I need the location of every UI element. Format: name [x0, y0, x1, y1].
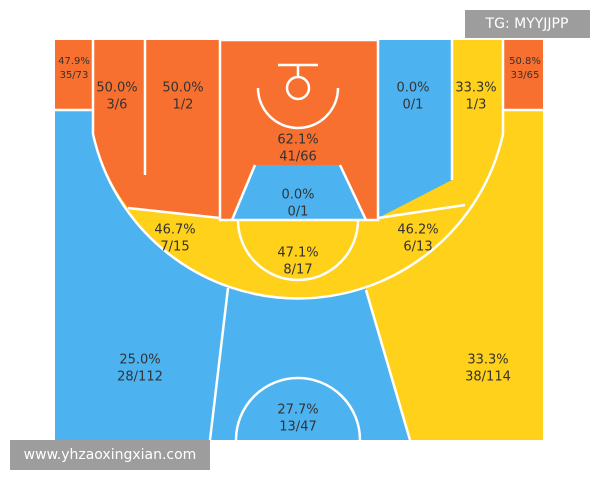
watermark: www.yhzaoxingxian.com — [24, 447, 197, 463]
zone-shots: 41/66 — [279, 150, 316, 165]
zone-shots: 8/17 — [283, 263, 312, 278]
zone-shots: 0/1 — [403, 98, 424, 113]
zone-shots: 35/73 — [60, 70, 89, 81]
zone-pct: 27.7% — [277, 403, 318, 418]
paint-lower — [232, 165, 366, 220]
zone-pct: 46.7% — [154, 223, 195, 238]
zone-shots: 1/3 — [466, 98, 487, 113]
zone-right-corner — [503, 40, 543, 110]
zone-pct: 33.3% — [455, 81, 496, 96]
zone-shots: 1/2 — [173, 98, 194, 113]
zone-left-corner — [55, 40, 93, 110]
zone-pct: 62.1% — [277, 133, 318, 148]
zone-pct: 46.2% — [397, 223, 438, 238]
zone-right-mid — [378, 40, 452, 218]
zone-pct: 25.0% — [119, 353, 160, 368]
zone-pct: 0.0% — [396, 81, 429, 96]
zone-left-mid — [93, 40, 220, 218]
zone-pct: 50.8% — [509, 56, 541, 67]
zone-shots: 6/13 — [403, 240, 432, 255]
watermark: TG: MYYJJPP — [485, 16, 569, 32]
watermark-box — [10, 440, 210, 470]
zone-pct: 47.9% — [58, 56, 90, 67]
zone-shots: 3/6 — [107, 98, 128, 113]
zone-shots: 0/1 — [288, 205, 309, 220]
zone-pct: 33.3% — [467, 353, 508, 368]
zone-shots: 7/15 — [160, 240, 189, 255]
zone-shots: 33/65 — [511, 70, 540, 81]
zone-shots: 28/112 — [117, 370, 163, 385]
zone-pct: 0.0% — [281, 188, 314, 203]
zone-pct: 50.0% — [96, 81, 137, 96]
court-lines — [55, 38, 543, 441]
zone-shots: 13/47 — [279, 420, 316, 435]
zone-pct: 47.1% — [277, 246, 318, 261]
zone-pct: 50.0% — [162, 81, 203, 96]
zone-shots: 38/114 — [465, 370, 511, 385]
watermark-box — [465, 10, 590, 38]
